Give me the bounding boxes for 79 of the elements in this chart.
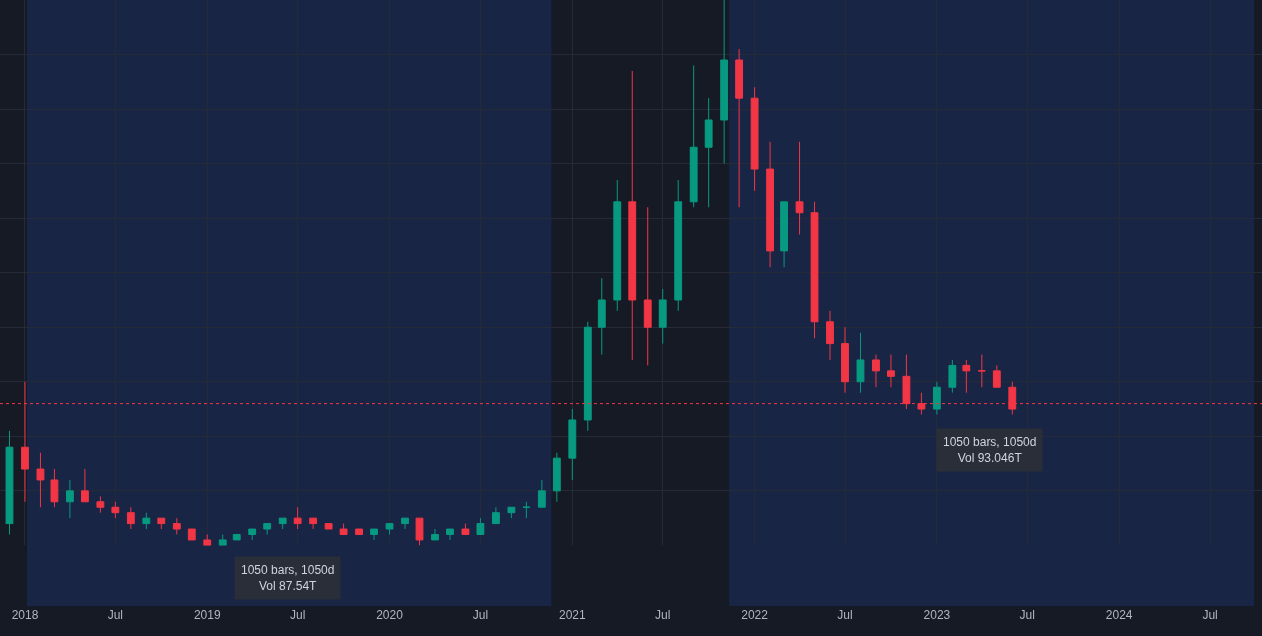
- candlestick: [309, 517, 318, 530]
- candlestick: [977, 354, 986, 388]
- candlestick: [841, 326, 849, 394]
- candlestick: [324, 523, 333, 530]
- candlestick: [36, 452, 45, 508]
- candlestick: [597, 277, 606, 356]
- candlestick: [810, 201, 819, 339]
- candlestick: [643, 206, 652, 366]
- candlestick: [385, 523, 394, 535]
- candlestick: [658, 288, 667, 345]
- candlestick: [613, 179, 622, 312]
- candlestick: [507, 506, 516, 519]
- x-tick-label: Jul: [1019, 608, 1035, 622]
- candlestick: [689, 64, 698, 208]
- candlestick: [932, 381, 941, 415]
- candlestick: [795, 141, 804, 236]
- candlestick: [263, 523, 272, 535]
- candlestick: [704, 97, 713, 208]
- candlestick: [491, 506, 500, 525]
- x-tick-label: 2023: [923, 608, 951, 622]
- candlestick: [674, 179, 683, 312]
- x-tick-label: 2020: [376, 608, 404, 622]
- x-tick-label: 2018: [11, 608, 39, 622]
- candlestick: [172, 517, 181, 535]
- candlestick: [218, 533, 227, 546]
- candlestick: [735, 48, 744, 208]
- candlestick: [80, 468, 89, 503]
- candlestick: [461, 523, 470, 535]
- candlestick: [142, 512, 151, 530]
- x-tick-label: Jul: [1202, 608, 1218, 622]
- candlestick: [568, 408, 577, 481]
- x-tick-label: 2021: [558, 608, 586, 622]
- x-tick-label: Jul: [472, 608, 489, 622]
- x-tick-label: Jul: [289, 608, 306, 622]
- x-tick-label: 2022: [741, 608, 769, 622]
- candlestick: [826, 310, 834, 361]
- candlestick: [887, 354, 895, 388]
- candlestick: [431, 528, 439, 541]
- x-tick-label: Jul: [655, 608, 671, 622]
- candlestick: [537, 479, 546, 508]
- candlestick: [522, 501, 531, 519]
- candlestick: [446, 528, 454, 541]
- candlestick: [339, 523, 348, 535]
- annotation: 1050 bars, 1050d Vol 93.046T: [943, 435, 1037, 465]
- candlestick: [628, 70, 637, 361]
- candlestick: [750, 86, 759, 192]
- candlestick: [293, 506, 302, 530]
- candlestick: [96, 495, 105, 514]
- candlestick: [780, 201, 788, 268]
- candlestick: [232, 533, 241, 541]
- x-tick-label: Jul: [837, 608, 853, 622]
- candlestick: [5, 430, 14, 535]
- candlestick: [65, 479, 74, 519]
- candlestick: [370, 528, 378, 541]
- candlestick: [856, 332, 865, 394]
- x-tick-label: 2019: [193, 608, 221, 622]
- candlestick: [157, 517, 166, 530]
- x-tick-label: Jul: [107, 608, 124, 622]
- candlestick: [50, 468, 59, 508]
- candlestick: [278, 517, 287, 530]
- candlestick: [111, 501, 120, 519]
- candlestick: [552, 452, 561, 503]
- text: 1050 bars, 1050d Vol 87.54T: [241, 563, 335, 593]
- candlestick: [583, 321, 592, 432]
- candlestick: [476, 517, 485, 535]
- candlestick: [415, 517, 424, 546]
- x-tick-label: 2024: [1105, 608, 1133, 622]
- candlestick: [766, 141, 775, 268]
- candlestick: [401, 517, 409, 530]
- candlestick: [872, 354, 880, 388]
- candlestick: [962, 359, 971, 394]
- candlestick: [187, 528, 196, 541]
- candlestick: [203, 533, 212, 546]
- candlestick: [355, 528, 363, 535]
- candlestick: [948, 359, 957, 394]
- candlestick: [992, 364, 1001, 388]
- candlestick: [248, 528, 257, 541]
- candlestick: [720, 0, 729, 165]
- candlestick: [126, 506, 135, 530]
